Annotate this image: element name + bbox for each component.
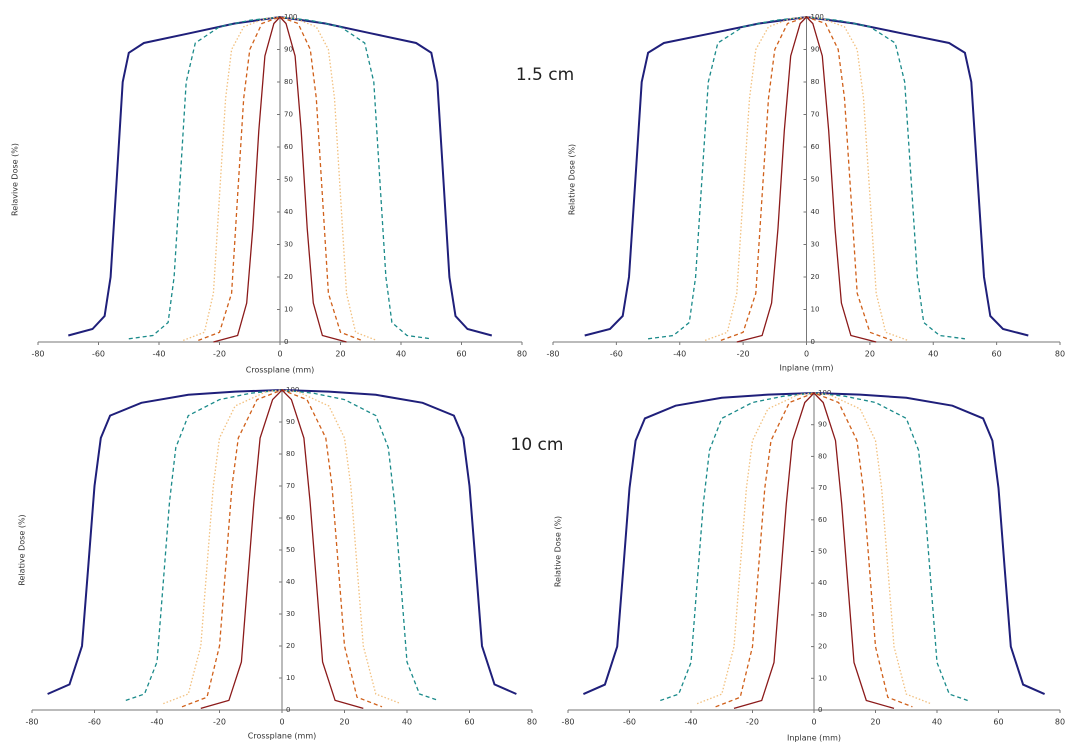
y-tick-label: 50 (284, 176, 293, 184)
y-tick-label: 0 (284, 338, 288, 346)
x-tick-label: 0 (804, 350, 809, 359)
chart-figure: -80 -60 -40 -20 0 20 40 60 80 0 10 20 30 40 50 60 70 80 90… (0, 0, 1070, 744)
x-tick-label: -80 (561, 718, 574, 727)
y-tick-label: 20 (284, 273, 293, 281)
y-tick-label: 70 (286, 482, 295, 490)
x-tick-label: -40 (150, 718, 163, 727)
x-tick-label: 40 (928, 350, 938, 359)
y-tick-label: 70 (818, 484, 827, 492)
y-axis-label: Relative Dose (%) (554, 516, 563, 587)
x-tick-label: 0 (811, 718, 816, 727)
y-axis-label: Relavive Dose (%) (11, 143, 20, 216)
x-axis-label: Inplane (mm) (787, 734, 841, 743)
x-tick-label: 60 (993, 718, 1003, 727)
x-axis-label: Inplane (mm) (780, 364, 834, 373)
y-axis-label: Relative Dose (%) (568, 144, 577, 215)
y-tick-label: 50 (811, 176, 820, 184)
y-tick-label: 90 (284, 46, 293, 54)
x-tick-label: 80 (527, 718, 537, 727)
x-axis-label: Crossplane (mm) (248, 732, 317, 741)
x-tick-label: 80 (517, 350, 527, 359)
x-tick-label: -60 (92, 350, 105, 359)
x-tick-label: -20 (737, 350, 750, 359)
y-tick-label: 30 (811, 241, 820, 249)
y-tick-label: 30 (818, 611, 827, 619)
x-tick-label: -20 (746, 718, 759, 727)
y-tick-label: 0 (811, 338, 815, 346)
y-tick-label: 80 (818, 452, 827, 460)
y-tick-label: 50 (286, 546, 295, 554)
y-tick-label: 20 (818, 643, 827, 651)
x-tick-label: -80 (25, 718, 38, 727)
page: -80 -60 -40 -20 0 20 40 60 80 0 10 20 30 40 50 60 70 80 90… (0, 0, 1070, 744)
x-tick-label: -60 (610, 350, 623, 359)
y-tick-label: 10 (818, 674, 827, 682)
y-axis-label: Relative Dose (%) (18, 514, 27, 585)
y-tick-label: 50 (818, 548, 827, 556)
x-tick-label: -40 (673, 350, 686, 359)
x-tick-label: -60 (88, 718, 101, 727)
x-tick-label: 20 (335, 350, 345, 359)
y-tick-label: 30 (284, 241, 293, 249)
x-tick-label: 40 (932, 718, 942, 727)
x-tick-label: -20 (213, 718, 226, 727)
y-tick-label: 80 (284, 78, 293, 86)
y-tick-label: 80 (286, 450, 295, 458)
y-tick-label: 70 (284, 111, 293, 119)
y-tick-label: 20 (811, 273, 820, 281)
y-tick-label: 70 (811, 111, 820, 119)
x-tick-label: -60 (623, 718, 636, 727)
x-tick-label: 40 (402, 718, 412, 727)
annotation: 10 cm (511, 435, 564, 455)
x-tick-label: 60 (456, 350, 466, 359)
y-tick-label: 40 (284, 208, 293, 216)
x-tick-label: 20 (339, 718, 349, 727)
x-tick-label: 80 (1055, 350, 1065, 359)
y-tick-label: 0 (818, 706, 822, 714)
x-tick-label: -80 (31, 350, 44, 359)
x-tick-label: 60 (992, 350, 1002, 359)
y-tick-label: 0 (286, 706, 290, 714)
x-tick-label: 20 (870, 718, 880, 727)
y-tick-label: 10 (284, 306, 293, 314)
x-tick-label: 20 (865, 350, 875, 359)
y-tick-label: 40 (286, 578, 295, 586)
y-tick-label: 10 (286, 674, 295, 682)
y-tick-label: 60 (286, 514, 295, 522)
y-tick-label: 60 (811, 143, 820, 151)
y-tick-label: 10 (811, 306, 820, 314)
x-tick-label: 0 (277, 350, 282, 359)
y-tick-label: 80 (811, 78, 820, 86)
annotation: 1.5 cm (516, 65, 574, 85)
y-tick-label: 60 (284, 143, 293, 151)
y-tick-label: 90 (811, 46, 820, 54)
x-tick-label: 60 (464, 718, 474, 727)
y-tick-label: 60 (818, 516, 827, 524)
y-tick-label: 30 (286, 610, 295, 618)
y-tick-label: 90 (818, 421, 827, 429)
x-axis-label: Crossplane (mm) (246, 366, 315, 375)
x-tick-label: 40 (396, 350, 406, 359)
y-tick-label: 20 (286, 642, 295, 650)
x-tick-label: -20 (213, 350, 226, 359)
y-tick-label: 40 (811, 208, 820, 216)
x-tick-label: -40 (684, 718, 697, 727)
y-tick-label: 40 (818, 579, 827, 587)
x-tick-label: 0 (279, 718, 284, 727)
x-tick-label: 80 (1055, 718, 1065, 727)
x-tick-label: -80 (546, 350, 559, 359)
y-tick-label: 90 (286, 418, 295, 426)
x-tick-label: -40 (152, 350, 165, 359)
